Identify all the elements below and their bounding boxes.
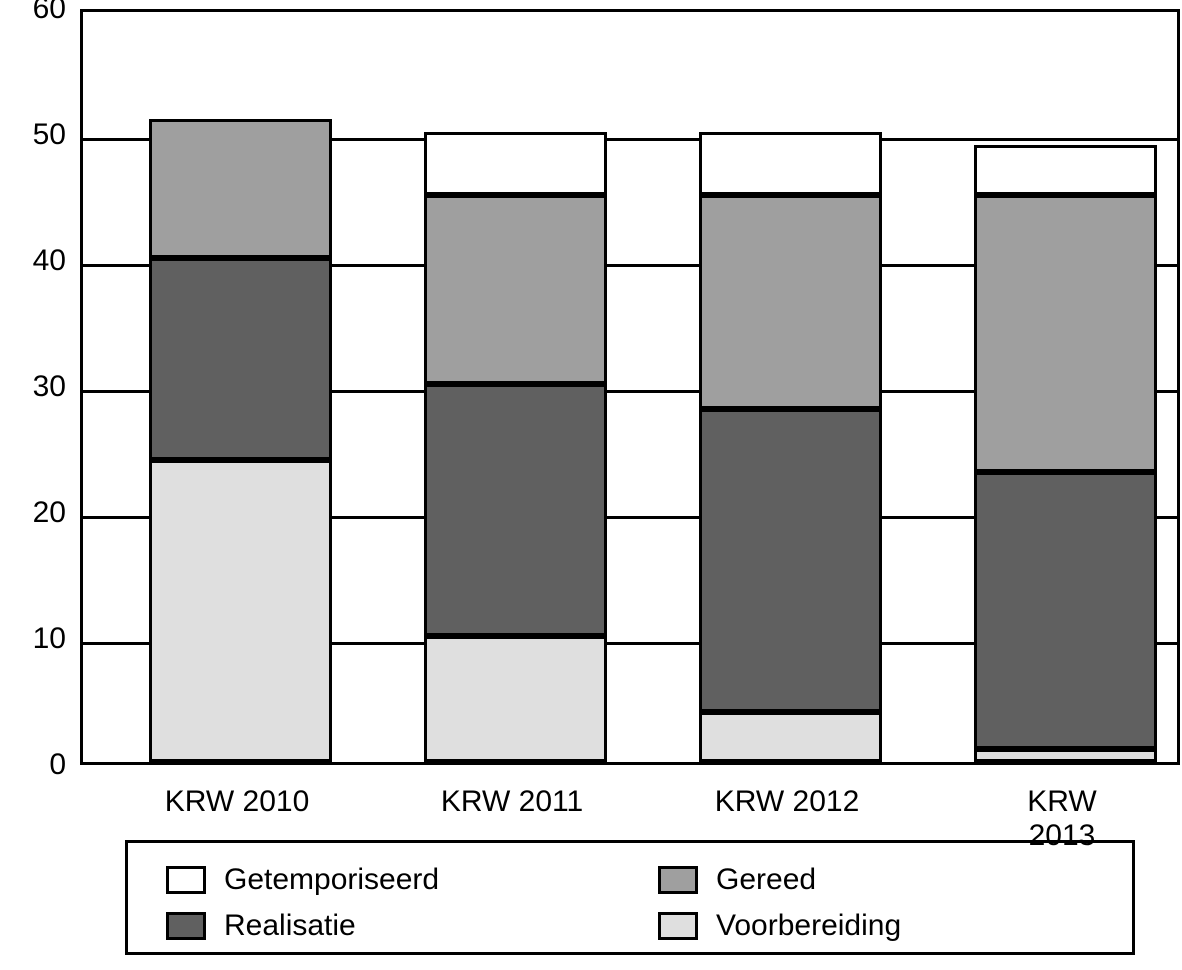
bar-segment-realisatie	[424, 384, 607, 636]
bar-segment-realisatie	[149, 258, 332, 460]
bar-group	[974, 6, 1157, 762]
legend-label: Getemporiseerd	[224, 863, 439, 897]
bar-group	[699, 6, 882, 762]
x-tick-label: KRW 2013	[1002, 785, 1122, 853]
x-tick-label: KRW 2011	[441, 785, 583, 819]
legend-label: Voorbereiding	[716, 909, 901, 943]
legend-swatch	[166, 866, 206, 894]
legend-label: Realisatie	[224, 909, 356, 943]
bar-segment-voorbereiding	[974, 749, 1157, 762]
x-tick-label: KRW 2012	[715, 785, 860, 819]
legend-item-realisatie: Realisatie	[166, 909, 356, 943]
bar-segment-voorbereiding	[149, 460, 332, 762]
bar-segment-voorbereiding	[424, 636, 607, 762]
legend-swatch	[658, 912, 698, 940]
y-tick-label: 60	[6, 0, 66, 26]
bar-segment-voorbereiding	[699, 712, 882, 762]
bar-group	[424, 6, 607, 762]
legend-item-gereed: Gereed	[658, 863, 816, 897]
y-tick-label: 0	[6, 748, 66, 782]
legend: Getemporiseerd Gereed Realisatie Voorbereid…	[125, 840, 1135, 955]
y-tick-label: 10	[6, 622, 66, 656]
y-tick-label: 20	[6, 496, 66, 530]
bar-segment-getemporiseerd	[974, 145, 1157, 195]
bar-segment-getemporiseerd	[699, 132, 882, 195]
legend-swatch	[658, 866, 698, 894]
bar-segment-getemporiseerd	[424, 132, 607, 195]
y-tick-label: 40	[6, 244, 66, 278]
bar-segment-gereed	[974, 195, 1157, 472]
legend-swatch	[166, 912, 206, 940]
chart-root: { "chart": { "type": "stacked-bar", "bac…	[0, 0, 1182, 970]
y-tick-label: 50	[6, 118, 66, 152]
bar-segment-gereed	[699, 195, 882, 409]
legend-item-voorbereiding: Voorbereiding	[658, 909, 901, 943]
bar-segment-realisatie	[699, 409, 882, 711]
x-tick-label: KRW 2010	[165, 785, 310, 819]
y-tick-label: 30	[6, 370, 66, 404]
legend-item-getemporiseerd: Getemporiseerd	[166, 863, 439, 897]
plot-area	[80, 9, 1180, 765]
bar-segment-gereed	[424, 195, 607, 384]
legend-label: Gereed	[716, 863, 816, 897]
bar-group	[149, 6, 332, 762]
bar-segment-realisatie	[974, 472, 1157, 749]
bar-segment-gereed	[149, 119, 332, 258]
